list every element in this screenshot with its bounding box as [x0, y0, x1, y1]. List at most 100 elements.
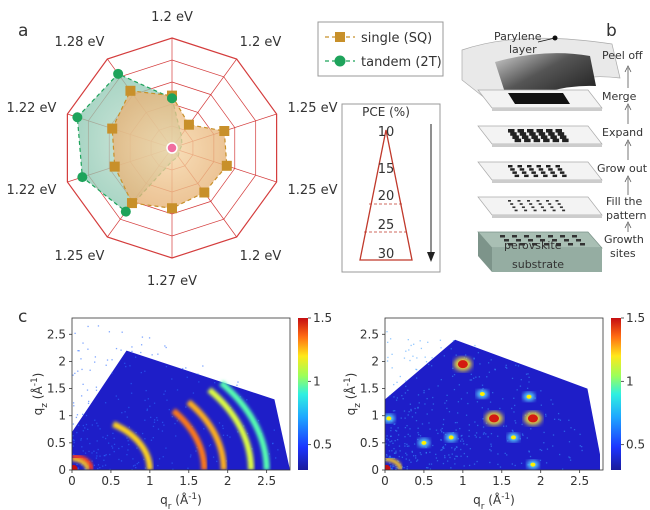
- noise: [87, 326, 88, 327]
- noise: [404, 445, 405, 446]
- noise: [474, 345, 475, 346]
- noise: [506, 454, 507, 455]
- noise: [134, 465, 135, 466]
- x-tick-label: 2.5: [570, 474, 589, 488]
- diffraction-spot-core: [386, 416, 391, 420]
- radar-point-single: [127, 198, 137, 208]
- noise: [443, 419, 444, 420]
- pattern-dot: [546, 165, 551, 167]
- noise: [495, 369, 496, 370]
- noise: [474, 421, 475, 422]
- growth-site: [524, 235, 529, 238]
- direct-beam: [383, 465, 391, 473]
- pattern-dot: [560, 135, 567, 139]
- noise: [441, 439, 442, 440]
- noise: [104, 455, 105, 456]
- noise: [394, 458, 395, 459]
- pattern-dot: [508, 200, 511, 202]
- pattern-dot: [531, 135, 538, 139]
- noise: [164, 345, 165, 346]
- pattern-dot: [515, 210, 518, 212]
- noise: [436, 429, 437, 430]
- noise: [460, 449, 461, 450]
- noise: [513, 398, 514, 399]
- diffraction-spot-core: [458, 360, 468, 368]
- noise: [543, 432, 544, 433]
- noise: [147, 410, 148, 411]
- noise: [392, 466, 393, 467]
- noise: [416, 420, 417, 421]
- noise: [109, 331, 110, 332]
- noise: [275, 457, 276, 458]
- radar-point-tandem: [167, 93, 177, 103]
- pattern-dot: [541, 206, 544, 208]
- noise: [454, 449, 455, 450]
- process-plate-edge: [492, 108, 602, 111]
- pattern-dot: [510, 132, 517, 136]
- noise: [111, 372, 112, 373]
- noise: [87, 349, 88, 350]
- colorbar-tick-label: 0.5: [313, 438, 332, 452]
- noise: [109, 454, 110, 455]
- noise: [423, 392, 424, 393]
- noise: [394, 453, 395, 454]
- map-title: spin-cast: [207, 325, 285, 345]
- noise: [395, 451, 396, 452]
- pattern-dot: [527, 165, 532, 167]
- noise: [397, 427, 398, 428]
- noise: [456, 447, 457, 448]
- noise: [451, 447, 452, 448]
- noise: [222, 425, 223, 426]
- process-plate: [478, 197, 602, 215]
- noise: [121, 446, 122, 447]
- noise: [386, 331, 387, 332]
- noise: [135, 357, 136, 358]
- noise: [105, 402, 106, 403]
- noise: [149, 337, 150, 338]
- pattern-dot: [534, 175, 539, 177]
- noise: [522, 435, 523, 436]
- noise: [147, 409, 148, 410]
- noise: [389, 462, 390, 463]
- radar-point-single: [199, 187, 209, 197]
- noise: [543, 442, 544, 443]
- x-tick-label: 0: [381, 474, 389, 488]
- label-merge: Merge: [602, 90, 637, 103]
- pattern-dot: [518, 129, 525, 133]
- noise: [527, 373, 528, 374]
- noise: [133, 465, 134, 466]
- noise: [246, 399, 247, 400]
- noise: [540, 390, 541, 391]
- noise: [127, 416, 128, 417]
- noise: [125, 366, 126, 367]
- noise: [558, 419, 559, 420]
- noise: [475, 435, 476, 436]
- noise: [111, 446, 112, 447]
- noise: [94, 465, 95, 466]
- pattern-dot: [553, 139, 560, 143]
- colorbar-tick-label: 1: [626, 374, 634, 388]
- noise: [408, 414, 409, 415]
- noise: [449, 457, 450, 458]
- noise: [467, 392, 468, 393]
- noise: [416, 460, 417, 461]
- noise: [404, 410, 405, 411]
- diffraction-spot-core: [528, 414, 538, 422]
- noise: [569, 441, 570, 442]
- noise: [448, 454, 449, 455]
- noise: [407, 468, 408, 469]
- noise: [431, 357, 432, 358]
- noise: [401, 417, 402, 418]
- noise: [197, 373, 198, 374]
- noise: [166, 366, 167, 367]
- noise: [154, 422, 155, 423]
- noise: [394, 410, 395, 411]
- noise: [503, 426, 504, 427]
- y-tick-label: 1.5: [360, 382, 379, 396]
- noise: [444, 455, 445, 456]
- pattern-dot: [550, 206, 553, 208]
- noise: [391, 354, 392, 355]
- noise: [136, 447, 137, 448]
- radar-point-tandem: [72, 112, 82, 122]
- noise: [96, 423, 97, 424]
